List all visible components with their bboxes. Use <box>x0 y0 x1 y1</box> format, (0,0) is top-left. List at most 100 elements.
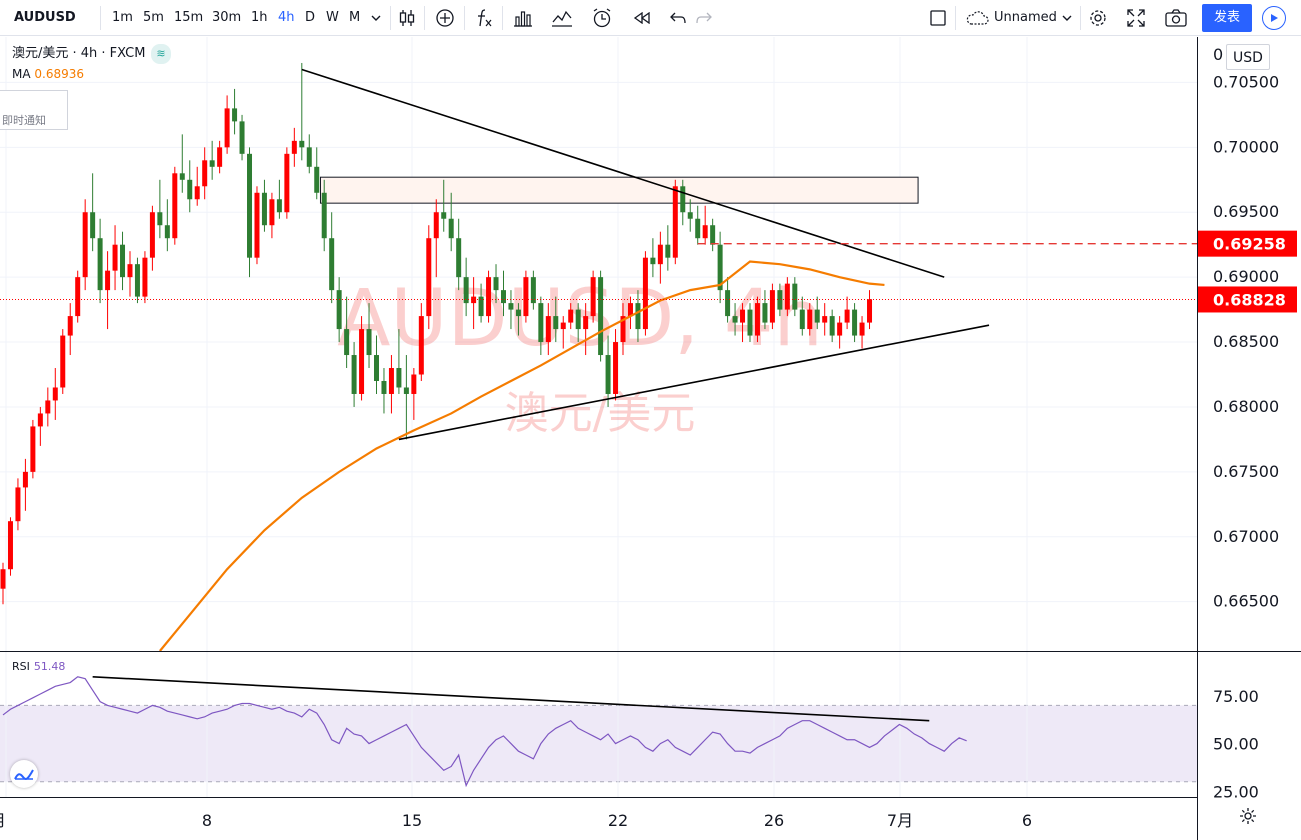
candle-body <box>299 140 305 148</box>
indicators-add-icon[interactable] <box>434 0 456 36</box>
candle-body <box>799 309 805 330</box>
candle-body <box>291 140 297 154</box>
fullscreen-box-icon[interactable] <box>928 0 948 36</box>
layout-name-button[interactable]: Unnamed <box>994 10 1057 25</box>
interval-1m-button[interactable]: 1m <box>112 10 133 25</box>
candle-body <box>560 322 566 330</box>
candle-body <box>575 309 581 330</box>
replay-icon[interactable] <box>631 0 653 36</box>
time-tick-label: 6 <box>1022 811 1032 830</box>
rsi-band <box>0 705 1197 782</box>
time-tick-label: 月 <box>0 811 6 830</box>
candle-body <box>493 277 499 291</box>
bar-chart-icon[interactable] <box>511 0 535 36</box>
rsi-tick-label: 75.00 <box>1213 687 1259 706</box>
candle-body <box>261 192 267 226</box>
price-tick-label: 0.70000 <box>1213 137 1279 156</box>
interval-1h-button[interactable]: 1h <box>251 10 268 25</box>
candle-body <box>0 569 6 589</box>
chevron-down-icon[interactable] <box>1060 0 1074 36</box>
candle-body <box>605 355 611 394</box>
interval-4h-button[interactable]: 4h <box>278 10 295 25</box>
candle-body <box>478 296 484 317</box>
candle-body <box>680 186 686 213</box>
candle-body <box>568 309 574 323</box>
candle-body <box>613 342 619 394</box>
candle-body <box>508 303 514 310</box>
compare-chart-icon[interactable] <box>550 0 574 36</box>
expand-icon[interactable] <box>1124 0 1148 36</box>
candle-body <box>627 303 633 317</box>
candle-body <box>374 355 379 381</box>
candle-body <box>829 316 835 336</box>
axis-settings-gear-icon[interactable] <box>1238 806 1258 830</box>
candle-body <box>747 309 753 336</box>
candle-body <box>187 179 193 200</box>
interval-w-button[interactable]: W <box>326 10 339 25</box>
function-icon[interactable] <box>473 0 495 36</box>
market-status-icon[interactable]: ≋ <box>151 44 171 64</box>
interval-d-button[interactable]: D <box>305 10 316 25</box>
gear-icon[interactable] <box>1086 0 1110 36</box>
ma-label: MA <box>12 67 31 81</box>
alert-notification-tab[interactable]: 即时通知 <box>0 90 68 130</box>
rsi-trendline <box>92 676 930 722</box>
toolbar-divider <box>464 6 465 30</box>
candle-body <box>112 244 118 271</box>
rsi-tick-label: 25.00 <box>1213 782 1259 801</box>
camera-icon[interactable] <box>1163 0 1189 36</box>
chart-legend: 澳元/美元 · 4h · FXCM ≋ MA 0.68936 <box>12 44 171 84</box>
ma-value: 0.68936 <box>34 67 85 81</box>
candles-icon[interactable] <box>396 0 418 36</box>
candle-body <box>366 329 372 356</box>
candle-body <box>45 400 51 414</box>
redo-icon[interactable] <box>694 0 714 36</box>
candle-body <box>269 199 275 226</box>
candle-body <box>336 290 342 330</box>
candle-body <box>769 290 775 323</box>
symbol-title: 澳元/美元 · 4h · FXCM <box>12 46 146 61</box>
candle-body <box>411 374 417 394</box>
interval-30m-button[interactable]: 30m <box>212 10 242 25</box>
candle-body <box>164 225 170 239</box>
candle-body <box>142 257 148 297</box>
candle-body <box>426 238 432 317</box>
interval-15m-button[interactable]: 15m <box>174 10 204 25</box>
interval-5m-button[interactable]: 5m <box>143 10 164 25</box>
candle-body <box>590 277 596 317</box>
price-tick-label: 0.66500 <box>1213 592 1279 611</box>
price-tick-label: 0.67500 <box>1213 462 1279 481</box>
cloud-icon[interactable] <box>963 0 991 36</box>
candle-body <box>314 166 320 193</box>
candle-body <box>792 283 798 310</box>
candle-body <box>381 380 387 394</box>
candle-body <box>762 303 768 323</box>
candle-body <box>642 257 648 330</box>
interval-m-button[interactable]: M <box>349 10 361 25</box>
toolbar-divider <box>955 6 956 30</box>
currency-badge[interactable]: USD <box>1226 44 1270 70</box>
candle-body <box>149 212 155 258</box>
ma-line <box>159 260 885 652</box>
toolbar-divider <box>1080 6 1081 30</box>
candle-body <box>471 296 477 304</box>
candle-body <box>239 121 245 154</box>
candle-body <box>247 153 253 258</box>
publish-button[interactable]: 发表 <box>1202 4 1252 32</box>
candle-body <box>807 309 813 330</box>
undo-icon[interactable] <box>668 0 688 36</box>
candle-body <box>598 277 604 356</box>
price-label-box <box>1198 230 1297 257</box>
candle-body <box>672 186 678 258</box>
candle-body <box>456 238 462 278</box>
alarm-clock-icon[interactable] <box>590 0 614 36</box>
tradingview-logo-icon[interactable] <box>10 760 38 788</box>
candle-body <box>157 212 163 226</box>
play-icon[interactable] <box>1262 6 1286 30</box>
symbol-search-button[interactable]: AUDUSD <box>14 10 76 25</box>
chevron-down-icon[interactable] <box>369 0 383 36</box>
price-label-text: 0.69258 <box>1213 235 1286 254</box>
resistance-trendline <box>301 68 945 278</box>
candle-body <box>359 329 365 394</box>
